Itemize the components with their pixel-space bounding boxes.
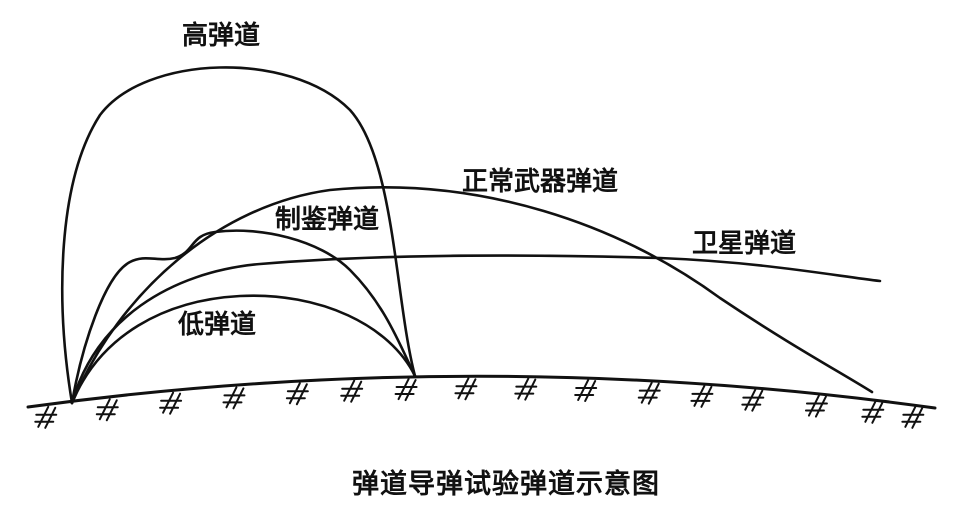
ground-hatch-mark — [574, 378, 598, 402]
ground-hatch-mark — [340, 379, 364, 403]
ground-hatch-mark — [34, 405, 58, 429]
ground-hatch-mark — [637, 381, 661, 405]
ground-hatch-mark — [514, 377, 538, 401]
ground-hatch-mark — [394, 378, 418, 402]
ground-hatch-mark — [95, 398, 119, 422]
diagram-caption: 弹道导弹试验弹道示意图 — [352, 468, 660, 500]
ground-hatch-mark — [804, 394, 828, 418]
high-trajectory-label: 高弹道 — [182, 20, 260, 51]
normal-weapon-trajectory-curve — [70, 186, 874, 405]
ground-line — [26, 374, 937, 410]
high-trajectory-curve — [61, 66, 417, 405]
suppressed-trajectory-label: 制鉴弹道 — [275, 204, 379, 235]
normal-weapon-trajectory-label: 正常武器弹道 — [462, 166, 618, 197]
ground-hatch-mark — [741, 388, 765, 412]
satellite-trajectory-label: 卫星弹道 — [692, 228, 796, 259]
ground-hatch-mark — [285, 382, 309, 406]
ground-hatching — [34, 377, 925, 429]
ground-hatch-mark — [901, 405, 925, 429]
ground — [26, 374, 937, 429]
ground-hatch-mark — [861, 400, 885, 424]
ground-hatch-mark — [454, 377, 478, 401]
low-trajectory-label: 低弹道 — [177, 309, 256, 340]
satellite-trajectory-curve — [70, 254, 882, 405]
ground-hatch-mark — [690, 384, 714, 408]
ground-hatch-mark — [159, 391, 183, 415]
ground-hatch-mark — [222, 386, 246, 410]
low-trajectory-curve — [70, 294, 417, 405]
suppressed-trajectory-curve — [70, 229, 417, 405]
